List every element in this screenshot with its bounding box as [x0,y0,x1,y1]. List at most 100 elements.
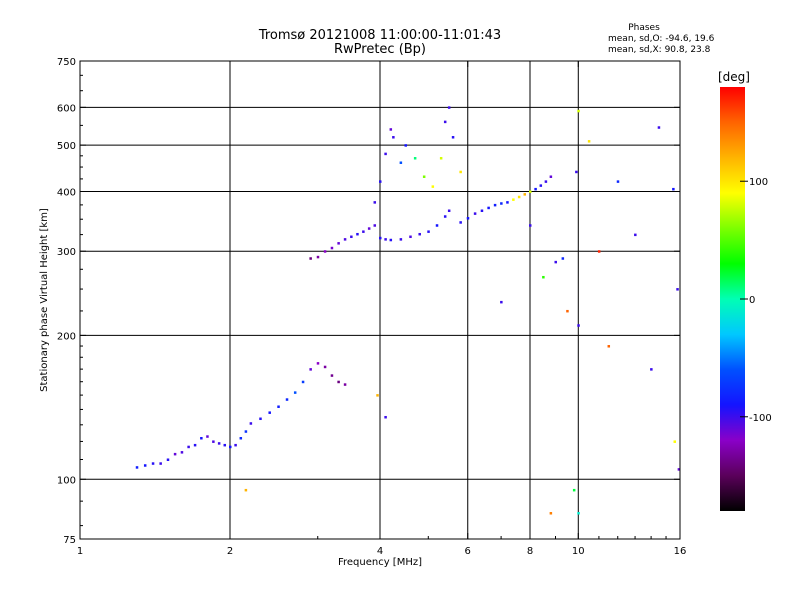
colorbar-unit: [deg] [718,70,750,84]
data-point [512,198,515,201]
data-point [435,224,439,227]
data-point [244,430,248,433]
data-point [523,193,527,196]
data-point [285,398,289,401]
data-point [239,436,243,440]
data-point [517,195,521,199]
data-point [316,255,320,259]
data-point [309,368,312,371]
data-point [373,224,377,227]
data-point [534,187,537,191]
data-point [572,488,576,492]
data-point [597,250,601,253]
data-point [529,224,532,227]
y-tick-label: 200 [57,331,76,342]
data-point [135,466,139,469]
data-point [672,187,675,191]
data-point [443,215,447,218]
phases-mean-x: mean, sd,X: 90.8, 23.8 [608,45,711,55]
data-point [473,212,477,215]
data-point [212,440,215,443]
data-point [459,170,462,174]
chart-subtitle: RwPretec (Bp) [333,42,427,57]
data-point [404,144,407,147]
y-tick-label: 600 [57,103,76,114]
y-tick-label: 100 [57,475,76,486]
chart-title: Tromsø 20121008 11:00:00-11:01:43 [258,28,502,43]
data-point [330,246,334,250]
data-point [493,203,497,207]
x-tick-label: 2 [227,546,233,557]
data-point [399,161,403,164]
data-point [166,458,170,461]
data-point [561,257,565,260]
data-point [316,362,320,365]
data-point [293,391,297,394]
grid [80,61,680,539]
data-point [487,206,490,210]
data-point [151,462,155,465]
data-point [587,140,591,143]
phases-title: Phases [628,23,660,33]
data-point [459,221,462,224]
data-point [244,488,248,492]
data-point [268,411,271,414]
data-point [173,452,177,456]
x-tick-label: 8 [527,546,533,557]
colorbar-tick-label: 0 [749,295,755,306]
data-point [447,106,451,109]
data-point [616,180,620,183]
data-point [379,180,382,183]
data-point [500,300,503,304]
data-point [549,175,553,178]
y-tick-label: 300 [57,247,76,258]
data-point [323,250,327,253]
data-point [422,175,426,178]
data-point [443,120,447,124]
data-point [542,275,545,279]
data-point [451,136,455,139]
data-point [673,440,677,443]
data-point [506,201,509,204]
data-point [143,464,147,467]
data-point [427,230,430,233]
x-tick-label: 16 [674,546,687,557]
data-point [367,227,371,230]
x-tick-label: 4 [377,546,383,557]
data-point [413,157,417,160]
data-point [159,462,162,465]
data-point [350,235,353,239]
data-point [431,185,435,188]
data-point [223,443,227,447]
data-point [389,128,393,131]
data-point [544,180,548,183]
data-point [607,345,611,348]
data-point [657,126,661,129]
data-point [343,383,347,386]
data-point [343,238,347,241]
data-point [634,233,637,237]
data-point [447,209,451,213]
data-point [577,324,580,327]
x-tick-label: 10 [572,546,585,557]
data-point [200,436,203,440]
data-point [379,236,382,240]
data-point [439,157,443,160]
data-point [650,368,653,371]
data-point [277,405,280,408]
colorbar-tick-label: 100 [749,177,768,188]
data-point [549,512,553,515]
data-point [309,257,312,260]
phases-mean-o: mean, sd,O: -94.6, 19.6 [608,34,715,44]
data-point [384,152,387,156]
data-point [193,443,197,447]
data-point [676,288,679,291]
data-point [373,201,377,204]
data-point [337,242,340,245]
data-point [384,415,387,419]
data-point [376,394,379,397]
data-point [337,380,340,384]
colorbar: 100 0 -100 [720,87,772,511]
x-tick-label: 6 [465,546,471,557]
